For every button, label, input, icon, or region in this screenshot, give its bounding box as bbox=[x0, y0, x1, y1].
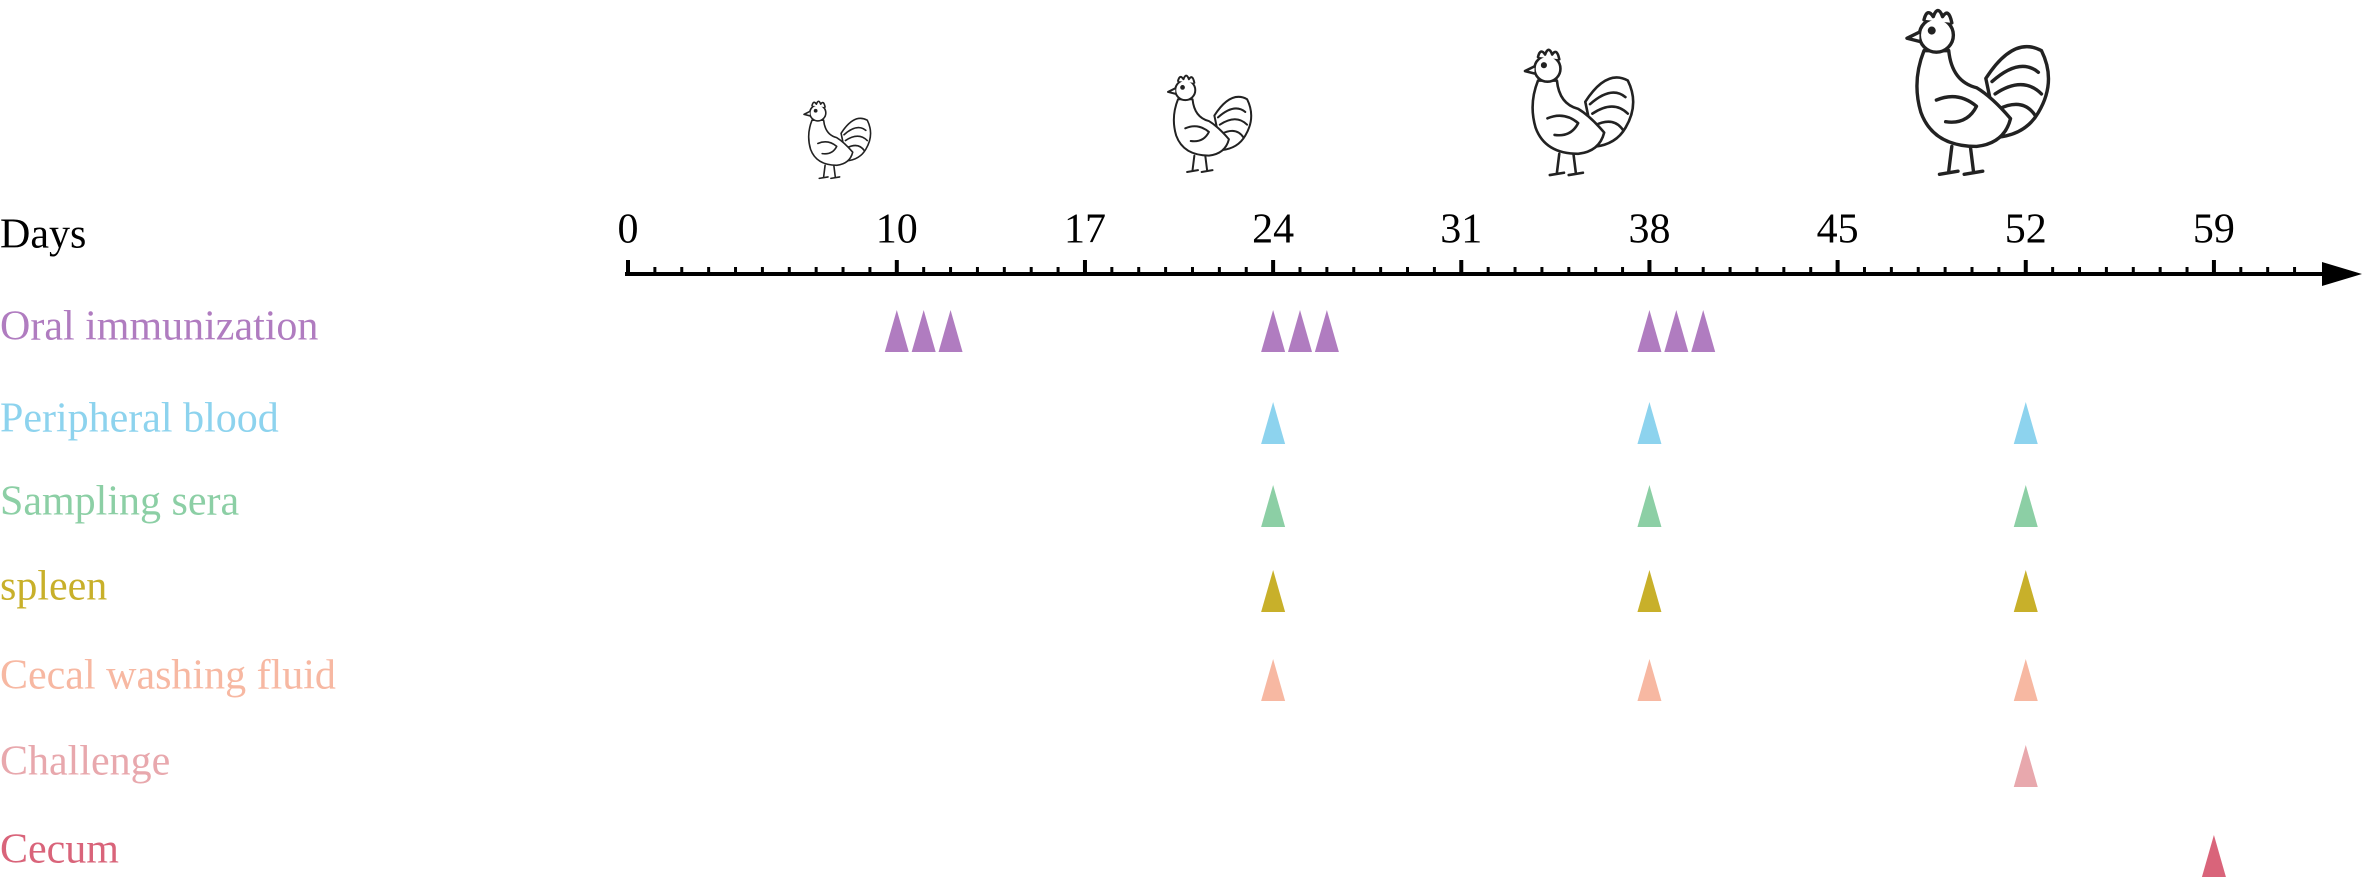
tick-label: 10 bbox=[876, 207, 918, 253]
event-marker bbox=[1261, 659, 1286, 701]
event-marker bbox=[1664, 310, 1689, 352]
tick-label: 38 bbox=[1628, 207, 1670, 253]
tick-label: 52 bbox=[2005, 207, 2047, 253]
event-marker bbox=[884, 310, 909, 352]
event-marker bbox=[2013, 570, 2038, 612]
event-marker bbox=[938, 310, 963, 352]
tick-label: 24 bbox=[1252, 207, 1294, 253]
event-marker bbox=[1261, 570, 1286, 612]
event-marker bbox=[2013, 745, 2038, 787]
event-marker bbox=[1261, 310, 1286, 352]
axis-arrow bbox=[2322, 262, 2362, 286]
tick-label: 0 bbox=[618, 207, 639, 253]
chicken-icon bbox=[1523, 48, 1635, 177]
event-marker bbox=[2013, 659, 2038, 701]
event-marker bbox=[1288, 310, 1312, 352]
tick-label: 45 bbox=[1817, 207, 1859, 253]
tick-label: 17 bbox=[1064, 207, 1106, 253]
row-label: Challenge bbox=[0, 739, 170, 785]
event-marker bbox=[2201, 835, 2226, 877]
event-marker bbox=[2013, 485, 2038, 527]
event-marker bbox=[1637, 485, 1662, 527]
row-label: Peripheral blood bbox=[0, 396, 279, 442]
event-marker bbox=[1637, 570, 1662, 612]
event-marker bbox=[1637, 402, 1662, 444]
tick-label: 59 bbox=[2193, 207, 2235, 253]
event-marker bbox=[1261, 402, 1286, 444]
event-marker bbox=[911, 310, 936, 352]
event-marker bbox=[1314, 310, 1339, 352]
event-marker bbox=[1637, 310, 1662, 352]
event-marker bbox=[1637, 659, 1662, 701]
row-label: Oral immunization bbox=[0, 304, 318, 350]
row-label: spleen bbox=[0, 564, 107, 610]
chicken-icon bbox=[1166, 74, 1253, 174]
event-marker bbox=[1261, 485, 1286, 527]
event-marker bbox=[2013, 402, 2038, 444]
chicken-icon bbox=[1905, 8, 2051, 177]
row-label: Cecum bbox=[0, 827, 119, 873]
row-label: Sampling sera bbox=[0, 479, 239, 525]
axis-label: Days bbox=[0, 212, 86, 258]
event-marker bbox=[1691, 310, 1716, 352]
row-label: Cecal washing fluid bbox=[0, 653, 336, 699]
tick-label: 31 bbox=[1440, 207, 1482, 253]
chicken-icon bbox=[803, 100, 872, 180]
